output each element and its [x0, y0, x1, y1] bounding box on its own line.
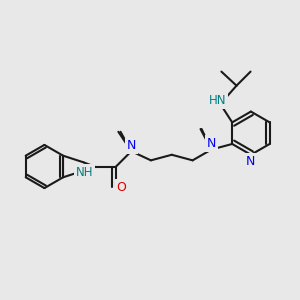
Text: N: N [127, 139, 136, 152]
Text: N: N [246, 155, 256, 168]
Text: N: N [207, 137, 216, 150]
Text: HN: HN [209, 94, 227, 107]
Text: NH: NH [76, 166, 93, 179]
Text: O: O [116, 181, 126, 194]
